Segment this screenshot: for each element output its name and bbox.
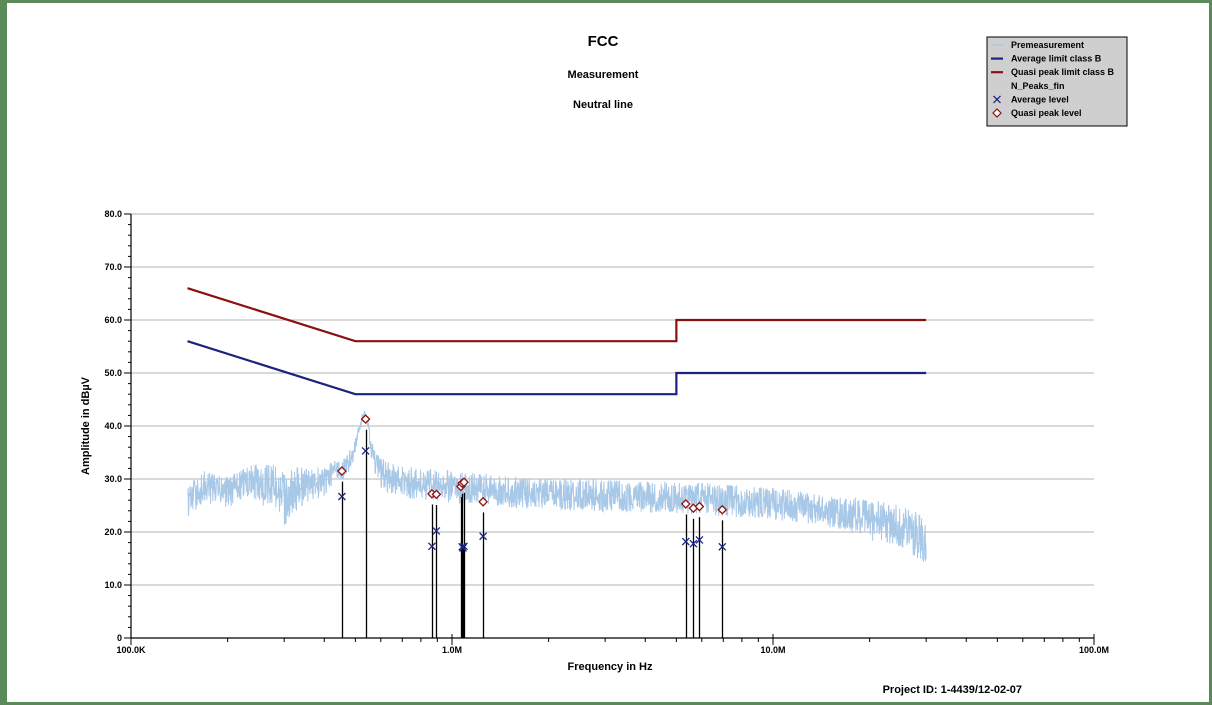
y-axis-label: Amplitude in dBµV	[80, 376, 92, 475]
y-tick-label: 70.0	[104, 262, 122, 272]
legend-label: Quasi peak level	[1011, 108, 1082, 118]
quasi-peak-level-point	[360, 414, 371, 425]
grid-lines	[131, 213, 1094, 586]
y-tick-label: 0	[117, 633, 122, 643]
quasi-peak-level-point	[431, 489, 442, 500]
y-tick-label: 60.0	[104, 315, 122, 325]
average-level-point	[479, 532, 488, 541]
project-id: Project ID: 1-4439/12-02-07	[883, 684, 1022, 696]
x-axis-label: Frequency in Hz	[568, 661, 653, 673]
legend-label: Average level	[1011, 94, 1069, 104]
chart-subtitle-measurement: Measurement	[568, 69, 639, 81]
y-tick-label: 80.0	[104, 209, 122, 219]
average-level-point	[432, 526, 441, 535]
legend-label: Premeasurement	[1011, 40, 1084, 50]
quasi-peak-level-point	[717, 504, 728, 515]
premeasurement-line	[187, 410, 927, 562]
axes: 0 10.0 20.0 30.0 40.0 50.0 60.0 70.0 80.0 100.0K 1…	[104, 209, 1109, 655]
average-level-point	[361, 446, 370, 455]
chart-subtitle-line: Neutral line	[573, 99, 633, 111]
quasi-peak-level-point	[478, 496, 489, 507]
premeasurement-trace	[187, 410, 927, 562]
legend-label: N_Peaks_fin	[1011, 81, 1065, 91]
average-level-point	[695, 535, 704, 544]
average-level-point	[337, 492, 346, 501]
chart-title: FCC	[588, 33, 619, 50]
average-limit-line	[187, 340, 927, 396]
x-tick-label: 100.0K	[116, 645, 146, 655]
y-tick-label: 50.0	[104, 368, 122, 378]
limit-lines	[187, 287, 927, 396]
average-level-point	[718, 542, 727, 551]
x-tick-label: 1.0M	[442, 645, 462, 655]
quasi-peak-level-point	[680, 498, 691, 509]
average-level-point	[689, 539, 698, 548]
x-tick-label: 10.0M	[760, 645, 785, 655]
quasi-peak-level-point	[694, 501, 705, 512]
legend: Premeasurement Average limit class B Quasi…	[986, 36, 1128, 127]
quasi-peak-limit-line	[187, 287, 927, 343]
y-tick-label: 40.0	[104, 421, 122, 431]
legend-x-swatch	[993, 95, 1001, 104]
average-level-point	[460, 542, 468, 551]
quasi-peak-level-point	[459, 477, 469, 488]
y-tick-label: 20.0	[104, 527, 122, 537]
legend-label: Quasi peak limit class B	[1011, 67, 1115, 77]
y-tick-label: 10.0	[104, 580, 122, 590]
peak-markers	[336, 414, 728, 638]
legend-box	[986, 36, 1128, 127]
x-tick-label: 100.0M	[1079, 645, 1109, 655]
quasi-peak-level-point	[336, 466, 347, 476]
y-tick-label: 30.0	[104, 474, 122, 484]
legend-label: Average limit class B	[1011, 54, 1102, 64]
average-level-point	[681, 537, 690, 546]
legend-diamond-swatch	[992, 108, 1002, 118]
average-level-point	[427, 542, 436, 551]
